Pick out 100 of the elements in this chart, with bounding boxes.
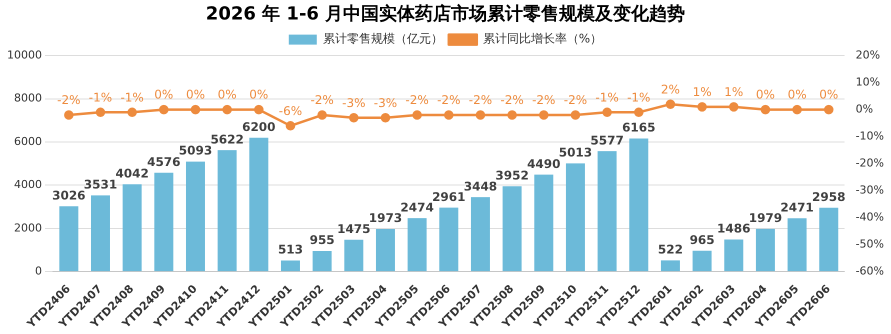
bar xyxy=(408,218,427,272)
point xyxy=(666,99,676,109)
data-label: -1% xyxy=(595,90,619,104)
y2-tick-label: 10% xyxy=(856,75,880,88)
point xyxy=(792,104,802,114)
y2-tick-label: 20% xyxy=(856,48,880,62)
bar xyxy=(154,172,174,272)
bar xyxy=(280,260,300,272)
y2-tick-label: -20% xyxy=(856,156,884,170)
y2-tick-label: -60% xyxy=(856,264,884,278)
data-label: -2% xyxy=(468,93,492,108)
data-label: 2% xyxy=(660,82,680,96)
point xyxy=(380,112,390,122)
bar xyxy=(344,240,364,272)
y-tick-label: 4000 xyxy=(14,178,42,192)
bar xyxy=(788,218,807,272)
point xyxy=(127,108,137,118)
bar xyxy=(122,184,142,272)
data-label: -3% xyxy=(374,96,398,110)
point xyxy=(190,104,200,114)
point xyxy=(412,110,422,120)
data-label: 1973 xyxy=(368,211,402,226)
point xyxy=(476,110,486,120)
point xyxy=(507,110,517,120)
bar xyxy=(439,208,458,272)
point xyxy=(602,108,612,118)
bar xyxy=(534,174,554,272)
data-label: 0% xyxy=(788,88,807,102)
point xyxy=(634,108,644,118)
point xyxy=(317,110,327,120)
data-label: 0% xyxy=(756,88,775,102)
bar xyxy=(312,250,332,272)
bar xyxy=(629,138,648,272)
y2-tick-label: -10% xyxy=(856,129,884,142)
point xyxy=(760,104,770,114)
data-label: 1% xyxy=(724,85,744,100)
data-label: -1% xyxy=(627,90,650,104)
bar xyxy=(660,260,680,272)
data-label: 2961 xyxy=(432,190,466,204)
y-tick-label: 2000 xyxy=(14,221,42,234)
data-label: -6% xyxy=(278,104,302,118)
y2-tick-label: -30% xyxy=(856,183,884,196)
bar xyxy=(724,240,744,272)
data-label: 0% xyxy=(154,88,174,102)
data-label: -2% xyxy=(57,93,81,108)
data-label: 4576 xyxy=(147,154,181,169)
data-label: 3448 xyxy=(464,179,498,194)
data-label: 3531 xyxy=(84,177,118,192)
data-label: 1486 xyxy=(717,222,750,236)
chart-title: 2026 年 1-6 月中国实体药店市场累计零售规模及变化趋势 xyxy=(206,3,686,24)
data-label: 2471 xyxy=(780,200,814,214)
bar xyxy=(470,197,490,272)
y-tick-label: 0 xyxy=(34,264,42,278)
bar xyxy=(59,206,78,272)
point xyxy=(824,104,834,114)
bar xyxy=(566,163,585,272)
data-label: 965 xyxy=(690,232,715,247)
data-label: 5577 xyxy=(590,133,624,148)
data-label: 0% xyxy=(218,88,237,102)
point xyxy=(539,110,549,120)
data-label: -2% xyxy=(437,93,460,108)
data-label: 0% xyxy=(186,88,205,102)
bar xyxy=(218,150,237,272)
bar xyxy=(692,250,712,272)
bar xyxy=(376,229,395,272)
data-label: 3952 xyxy=(495,168,529,182)
point xyxy=(444,110,454,120)
data-label: 1475 xyxy=(337,222,370,236)
y-tick-label: 6000 xyxy=(14,134,42,148)
data-label: 1% xyxy=(692,85,712,100)
data-label: 3026 xyxy=(52,188,86,202)
point xyxy=(254,104,264,114)
bar xyxy=(90,195,110,272)
point xyxy=(64,110,74,120)
data-label: -2% xyxy=(500,93,524,108)
bar xyxy=(756,228,775,272)
bar xyxy=(598,151,617,272)
legend-label: 累计零售规模（亿元） xyxy=(322,32,443,46)
bar xyxy=(186,162,205,272)
data-label: 2958 xyxy=(812,190,846,204)
bar xyxy=(819,208,838,272)
data-label: 513 xyxy=(278,242,303,257)
y-tick-label: 8000 xyxy=(14,92,42,105)
point xyxy=(729,102,739,112)
data-label: 522 xyxy=(658,242,683,256)
point xyxy=(697,102,707,112)
data-label: 1979 xyxy=(748,210,782,225)
point xyxy=(222,104,232,114)
data-label: -2% xyxy=(564,93,588,108)
data-label: 6165 xyxy=(622,120,656,135)
bar xyxy=(249,138,268,272)
data-label: 4490 xyxy=(527,156,560,171)
data-label: -1% xyxy=(120,90,144,104)
data-label: -3% xyxy=(342,96,366,110)
point xyxy=(349,112,359,122)
data-label: -2% xyxy=(310,93,334,108)
data-label: 2474 xyxy=(400,200,434,214)
y-tick-label: 10000 xyxy=(6,48,42,62)
point xyxy=(570,110,580,120)
point xyxy=(96,108,106,118)
